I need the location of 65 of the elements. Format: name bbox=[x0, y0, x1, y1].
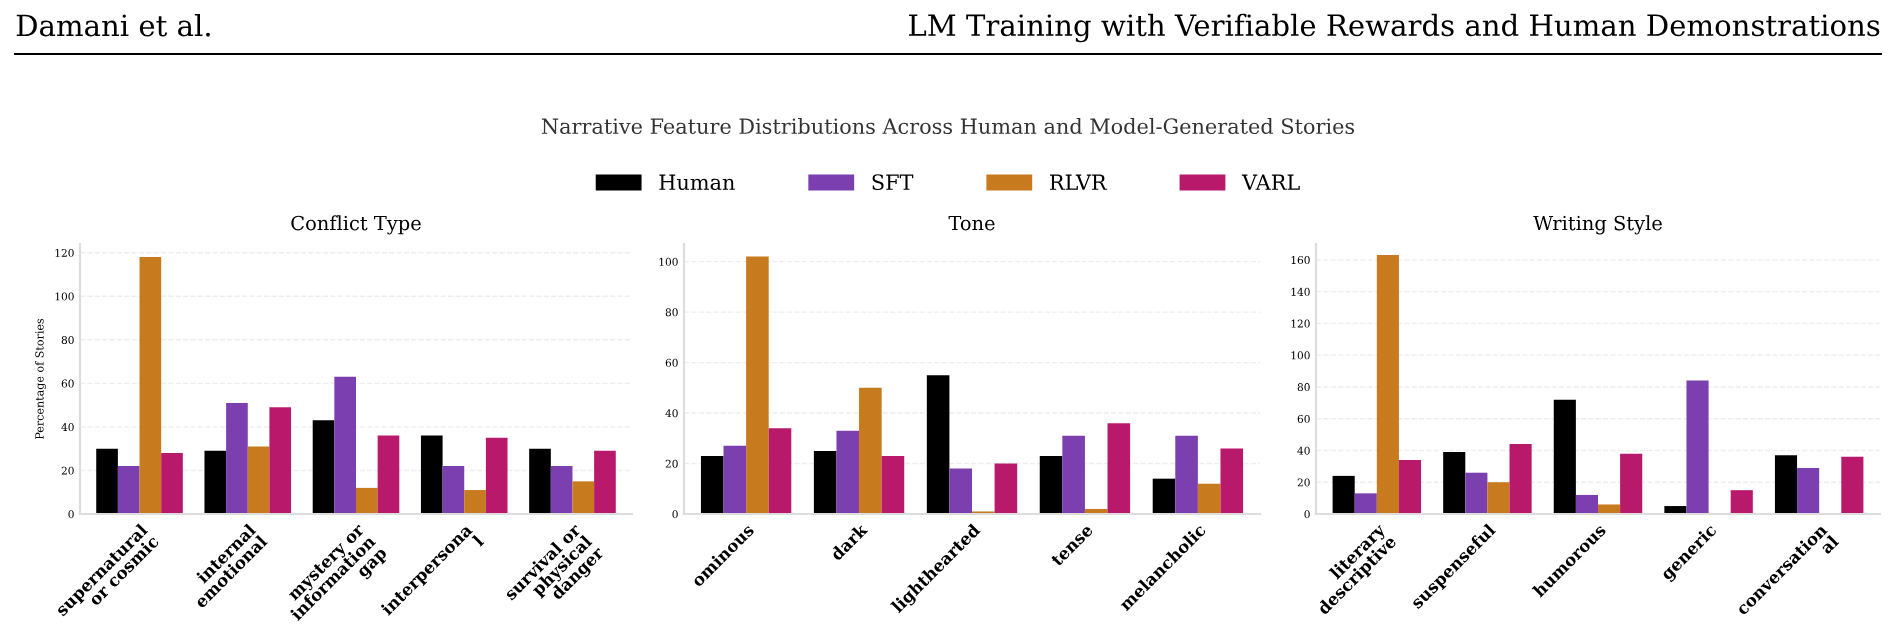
bar bbox=[1197, 483, 1221, 514]
bar bbox=[994, 463, 1018, 514]
bar bbox=[1598, 504, 1621, 514]
bar bbox=[226, 402, 248, 514]
chart-title: Writing Style bbox=[1533, 215, 1662, 235]
bar bbox=[420, 435, 443, 514]
bar bbox=[1487, 482, 1510, 514]
bar bbox=[442, 466, 465, 514]
bar bbox=[1152, 478, 1176, 514]
bar bbox=[1797, 467, 1820, 514]
bar bbox=[334, 376, 356, 514]
bar bbox=[161, 453, 183, 514]
bar bbox=[377, 435, 400, 514]
bar bbox=[550, 466, 573, 514]
legend-label: Human bbox=[659, 174, 735, 191]
bar bbox=[356, 487, 378, 514]
bar bbox=[1443, 452, 1466, 514]
legend-label: SFT bbox=[872, 174, 914, 191]
chart-title: Conflict Type bbox=[291, 215, 421, 235]
bar bbox=[836, 430, 860, 514]
bar bbox=[594, 450, 616, 514]
bar bbox=[1686, 380, 1709, 514]
bar bbox=[1175, 435, 1198, 514]
bar bbox=[464, 490, 486, 514]
bar bbox=[312, 420, 335, 514]
bar bbox=[859, 387, 882, 514]
bar bbox=[1332, 475, 1355, 514]
bar bbox=[1465, 472, 1488, 514]
bar bbox=[572, 481, 595, 514]
bar bbox=[1553, 399, 1576, 514]
bar bbox=[485, 437, 508, 514]
text: Damani et al. bbox=[16, 13, 210, 37]
legend-label: VARL bbox=[1241, 174, 1300, 190]
bar bbox=[723, 445, 747, 514]
bar bbox=[204, 450, 227, 514]
bar bbox=[1774, 455, 1798, 514]
legend-label: RLVR bbox=[1050, 174, 1108, 190]
bar bbox=[1620, 453, 1643, 514]
bar bbox=[117, 466, 140, 514]
text: Narrative Feature Distributions Across Human and Model-Generated Stories bbox=[541, 117, 1355, 135]
bar bbox=[1398, 460, 1422, 514]
bar bbox=[1220, 448, 1244, 514]
bar bbox=[139, 257, 162, 514]
bar bbox=[813, 450, 837, 514]
bar bbox=[247, 446, 270, 514]
bar bbox=[1730, 490, 1753, 514]
bar bbox=[1107, 423, 1131, 514]
bar bbox=[881, 455, 905, 514]
bar bbox=[1354, 493, 1377, 514]
chart-title: Tone bbox=[948, 215, 995, 231]
bar bbox=[1509, 444, 1532, 514]
text: LM Training with Verifiable Rewards and Human Demonstrations bbox=[909, 13, 1880, 43]
bar bbox=[949, 468, 972, 514]
bar bbox=[1841, 456, 1864, 514]
bar bbox=[269, 407, 292, 514]
bar bbox=[768, 428, 792, 514]
bar bbox=[1376, 255, 1399, 514]
bar bbox=[700, 455, 724, 514]
bar bbox=[926, 375, 950, 514]
bar bbox=[96, 448, 118, 514]
bar bbox=[529, 448, 551, 514]
bar bbox=[1039, 455, 1063, 514]
bar bbox=[746, 256, 769, 514]
bar bbox=[1062, 435, 1085, 514]
bar bbox=[1575, 494, 1598, 514]
